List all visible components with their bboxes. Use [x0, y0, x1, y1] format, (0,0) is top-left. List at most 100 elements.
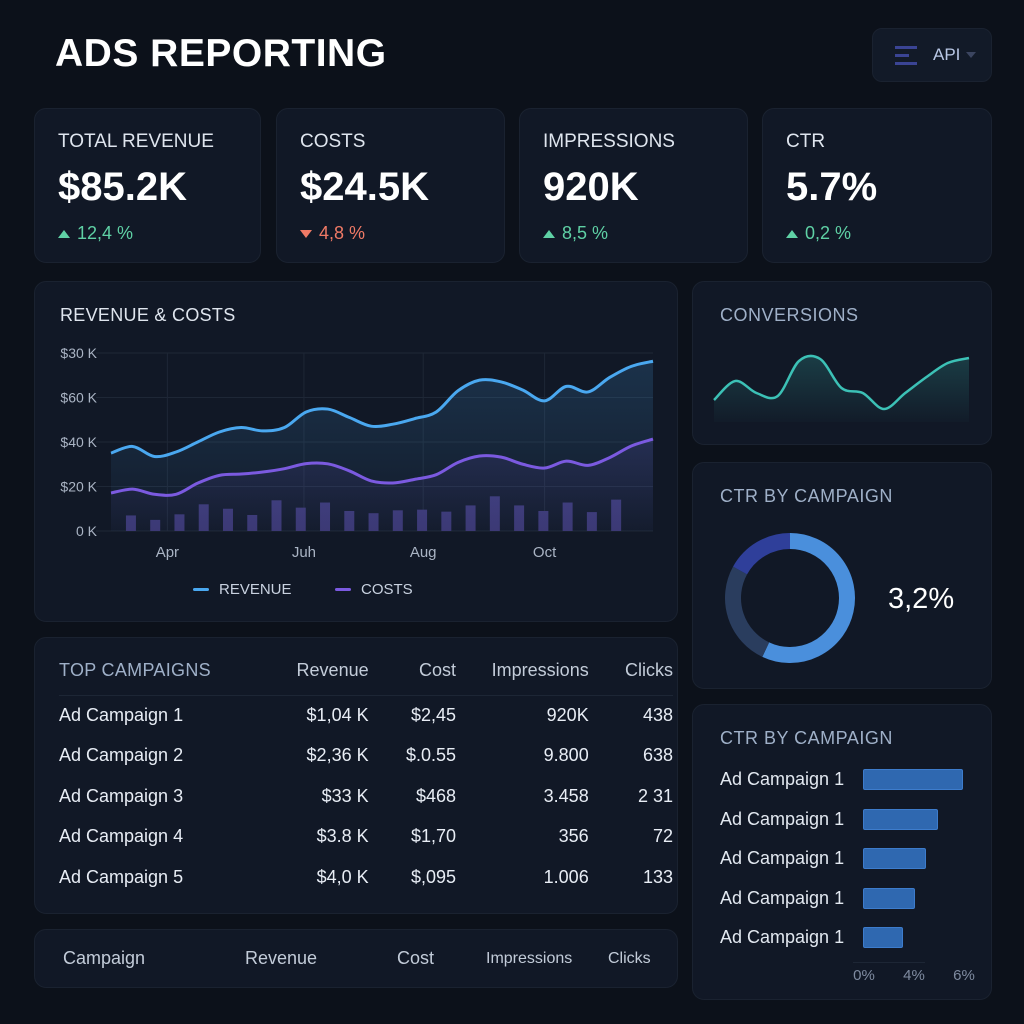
kpi-value: $85.2K [58, 165, 187, 209]
y-tick-label: $30 K [60, 345, 97, 361]
axis-tick-label: 0% [853, 967, 875, 984]
table-header: TOP CAMPAIGNS Revenue Cost Impressions C… [59, 660, 673, 696]
legend-swatch [335, 588, 351, 591]
bar-label: Ad Campaign 1 [720, 927, 845, 947]
table-row[interactable]: Ad Campaign 4 $3.8 K $1,70 356 72 [59, 817, 673, 858]
column-header[interactable]: Revenue [245, 948, 318, 968]
table-cell: 3.458 [543, 785, 589, 806]
kpi-costs: COSTS $24.5K 4,8 % [276, 108, 505, 263]
kpi-label: CTR [786, 131, 826, 152]
x-tick-label: Oct [533, 544, 557, 561]
series-area-costs [111, 439, 653, 531]
bar [863, 887, 915, 909]
campaign-name: Ad Campaign 2 [59, 745, 184, 766]
bar [863, 769, 963, 790]
column-header[interactable]: Campaign [63, 948, 146, 968]
bar-row: Ad Campaign 1 [720, 769, 963, 790]
kpi-value: 5.7% [786, 165, 878, 209]
kpi-label: IMPRESSIONS [543, 131, 675, 152]
table-row[interactable]: Ad Campaign 2 $2,36 K $.0.55 9.800 638 [59, 736, 673, 777]
bar-label: Ad Campaign 1 [720, 808, 845, 829]
y-tick-label: 0 K [76, 523, 98, 539]
campaign-name: Ad Campaign 3 [59, 785, 184, 806]
conversions-line [713, 354, 970, 411]
table-row[interactable]: Ad Campaign 3 $33 K $468 3.458 2 31 [59, 776, 673, 817]
table-cell: 438 [642, 705, 673, 725]
legend-costs: COSTS [335, 581, 413, 598]
panel-title: REVENUE & COSTS [60, 305, 236, 325]
column-header[interactable]: Impressions [456, 660, 589, 696]
legend-revenue: REVENUE [193, 581, 292, 598]
table-cell: 920K [546, 705, 589, 725]
legend-label: COSTS [361, 581, 413, 598]
panel-title: CTR BY CAMPAIGN [720, 486, 893, 506]
chevron-down-icon [966, 52, 977, 58]
arrow-down-icon [300, 229, 312, 238]
bar-row: Ad Campaign 1 [720, 848, 927, 869]
donut-center-value: 3,2% [888, 583, 955, 615]
table-cell: 638 [642, 745, 673, 766]
api-dropdown[interactable]: API [872, 28, 992, 82]
table-row[interactable]: Ad Campaign 5 $4,0 K $,095 1.006 133 [59, 857, 673, 898]
column-header[interactable]: Clicks [588, 660, 673, 696]
campaign-name: Ad Campaign 4 [59, 826, 184, 847]
x-tick-label: Aug [410, 544, 437, 561]
table-cell: 72 [652, 826, 673, 847]
api-label: API [933, 45, 961, 64]
conversions-panel: CONVERSIONS [692, 281, 992, 445]
top-campaigns-table: TOP CAMPAIGNS Revenue Cost Impressions C… [59, 660, 673, 898]
column-header[interactable]: Cost [397, 948, 435, 968]
table-title: TOP CAMPAIGNS [59, 660, 270, 696]
column-header[interactable]: Cost [368, 660, 457, 696]
donut-slice [733, 533, 791, 575]
series-line-costs [110, 437, 654, 497]
kpi-change: 8,5 % [543, 223, 608, 244]
column-header[interactable]: Clicks [608, 949, 651, 967]
table-cell: $,095 [410, 866, 457, 887]
kpi-change-value: 4,8 % [319, 223, 366, 243]
table-cell: 2 31 [637, 785, 673, 806]
conversions-sparkline [713, 354, 970, 422]
kpi-change: 12,4 % [58, 223, 133, 244]
donut-slice [725, 566, 770, 657]
column-header[interactable]: Impressions [486, 949, 573, 967]
table-cell: $4,0 K [316, 866, 369, 887]
table-cell: $33 K [321, 785, 369, 806]
kpi-value: 920K [543, 165, 639, 209]
panel-title: CTR BY CAMPAIGN [720, 728, 893, 748]
legend-label: REVENUE [219, 581, 292, 598]
bar-label: Ad Campaign 1 [720, 848, 845, 868]
ctr-bar-panel: CTR BY CAMPAIGN Ad Campaign 1 Ad Campaign… [692, 704, 992, 1000]
menu-lines-icon [895, 46, 917, 65]
axis-tick-label: 6% [953, 967, 975, 984]
table-cell: 133 [642, 866, 673, 887]
kpi-total-revenue: TOTAL REVENUE $85.2K 12,4 % [34, 108, 261, 263]
arrow-up-icon [543, 229, 555, 238]
kpi-change-value: 12,4 % [77, 223, 134, 243]
y-tick-label: $20 K [60, 479, 97, 495]
table-cell: $1,04 K [306, 705, 369, 725]
bar-label: Ad Campaign 1 [720, 887, 845, 908]
kpi-change-value: 8,5 % [562, 223, 609, 243]
table-row[interactable]: Ad Campaign 1 $1,04 K $2,45 920K 438 [59, 695, 673, 736]
bar [863, 848, 927, 869]
revenue-costs-panel: REVENUE & COSTS 0 K $20 K $40 K $60 K $30 K A… [34, 281, 678, 622]
kpi-label: COSTS [300, 131, 366, 152]
table-cell: 1.006 [543, 866, 589, 887]
table-cell: $1,70 [410, 826, 457, 847]
kpi-impressions: IMPRESSIONS 920K 8,5 % [519, 108, 748, 263]
table-cell: $.0.55 [405, 745, 457, 766]
kpi-change: 0,2 % [786, 223, 851, 244]
bar-row: Ad Campaign 1 [720, 927, 903, 948]
bar [863, 808, 938, 830]
kpi-ctr: CTR 5.7% 0,2 % [762, 108, 992, 263]
bar [863, 927, 903, 948]
bar-row: Ad Campaign 1 [720, 808, 938, 830]
campaign-name: Ad Campaign 1 [59, 705, 184, 725]
table-cell: $2,45 [410, 705, 457, 725]
campaign-name: Ad Campaign 5 [59, 866, 184, 887]
column-header[interactable]: Revenue [269, 660, 369, 696]
campaign-table-header: Campaign Revenue Cost Impressions Clicks [34, 929, 678, 988]
ctr-donut-chart [725, 533, 855, 663]
axis-tick-label: 4% [903, 967, 925, 984]
